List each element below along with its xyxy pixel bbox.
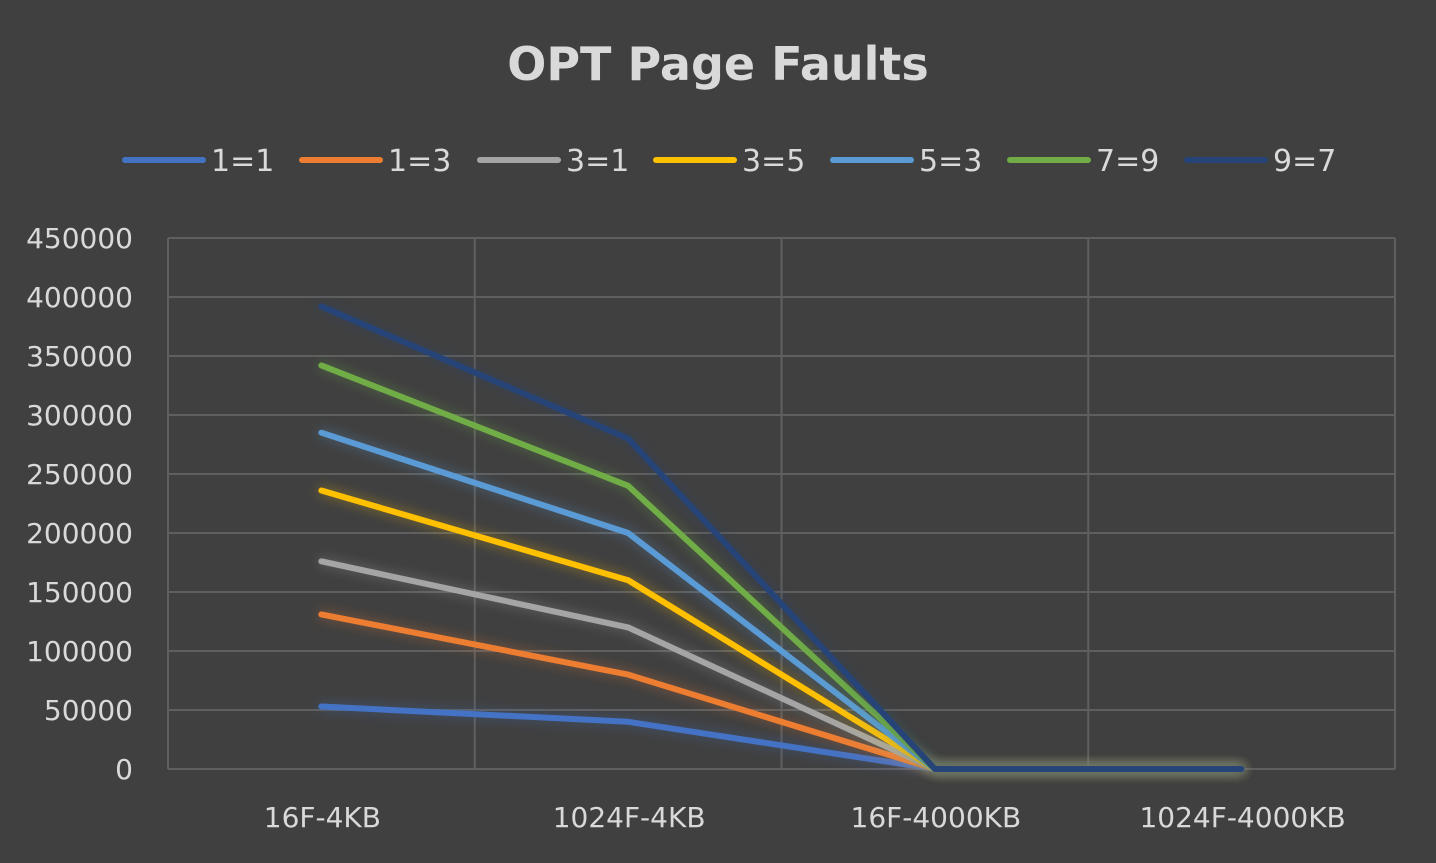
chart-title: OPT Page Faults [507, 37, 929, 91]
y-tick-label: 100000 [26, 635, 133, 668]
y-tick-label: 200000 [26, 517, 133, 550]
y-tick-label: 150000 [26, 576, 133, 609]
legend-label: 1=1 [211, 144, 274, 179]
legend-label: 9=7 [1273, 144, 1336, 179]
legend-label: 1=3 [388, 144, 451, 179]
legend-label: 3=5 [742, 144, 805, 179]
x-tick-label: 16F-4000KB [851, 801, 1022, 834]
x-tick-label: 1024F-4000KB [1139, 801, 1345, 834]
y-tick-label: 50000 [44, 694, 133, 727]
legend-item: 1=3 [299, 144, 451, 179]
x-axis-ticks: 16F-4KB 1024F-4KB 16F-4000KB 1024F-4000KB [264, 801, 1346, 834]
y-tick-label: 400000 [26, 281, 133, 314]
x-tick-label: 1024F-4KB [553, 801, 706, 834]
y-tick-label: 250000 [26, 458, 133, 491]
legend-item: 1=1 [122, 144, 274, 179]
legend: 1=1 1=3 3=1 3=5 5=3 7=9 9=7 [122, 144, 1336, 179]
legend-label: 7=9 [1096, 144, 1159, 179]
y-tick-label: 450000 [26, 222, 133, 255]
y-axis-ticks: 0 50000 100000 150000 200000 250000 300000 3500… [26, 222, 133, 786]
legend-item: 3=1 [477, 144, 629, 179]
x-tick-label: 16F-4KB [264, 801, 381, 834]
legend-item: 9=7 [1184, 144, 1336, 179]
legend-item: 3=5 [653, 144, 805, 179]
legend-label: 3=1 [566, 144, 629, 179]
legend-item: 7=9 [1007, 144, 1159, 179]
legend-item: 5=3 [830, 144, 982, 179]
series-group [318, 303, 1245, 772]
legend-label: 5=3 [919, 144, 982, 179]
series-line-9=7 [318, 303, 1245, 772]
y-tick-label: 0 [115, 753, 133, 786]
y-tick-label: 350000 [26, 340, 133, 373]
y-tick-label: 300000 [26, 399, 133, 432]
grid [167, 237, 1396, 770]
